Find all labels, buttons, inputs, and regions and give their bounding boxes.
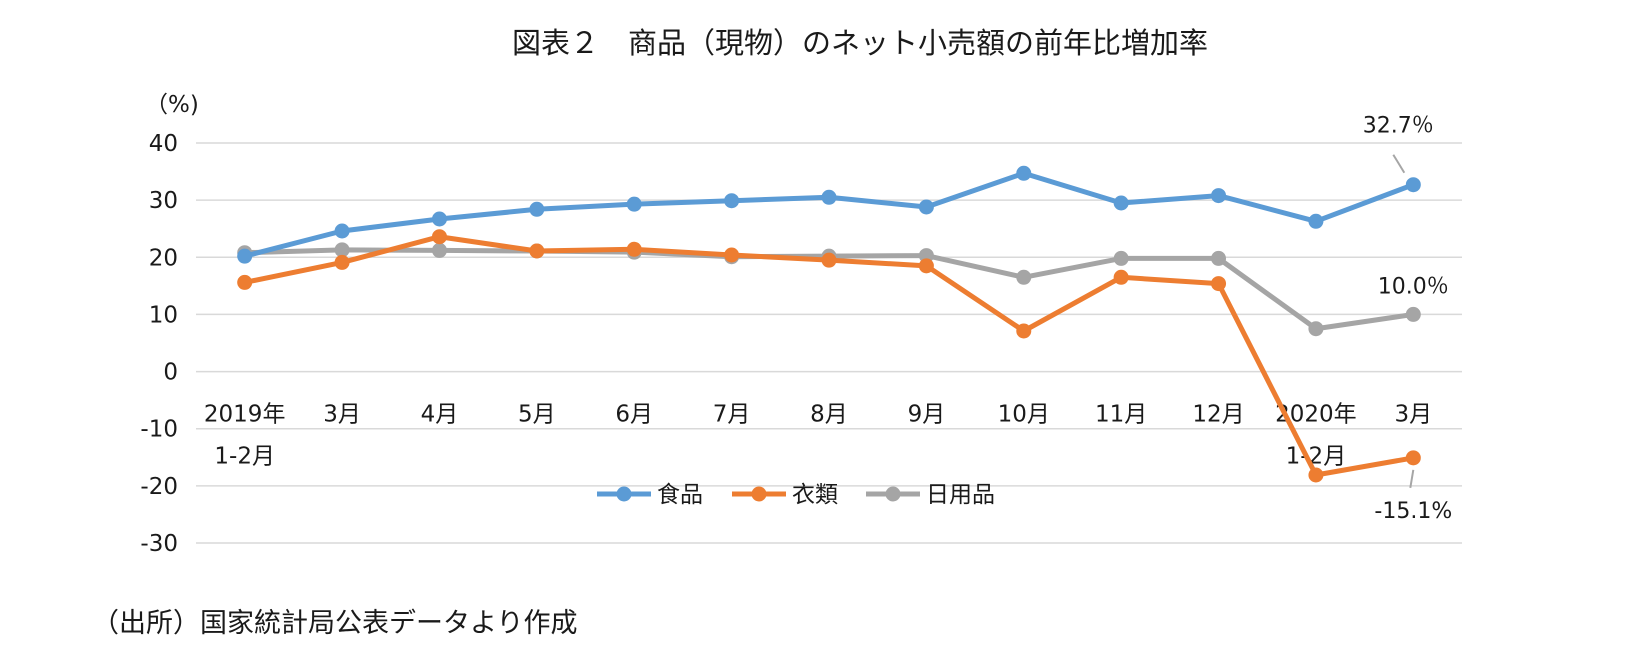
legend-item: 日用品	[866, 482, 995, 508]
data-point	[918, 199, 934, 215]
series-lines	[237, 165, 1421, 483]
data-point	[1211, 250, 1227, 266]
legend-item: 食品	[597, 482, 703, 508]
y-tick-label: 20	[149, 245, 178, 271]
data-point	[918, 258, 934, 274]
legend-label: 日用品	[926, 482, 995, 508]
data-point	[724, 247, 740, 263]
data-point	[237, 274, 253, 290]
series-0	[237, 165, 1421, 264]
x-tick-label-line2: 1-2月	[1286, 444, 1347, 470]
data-point	[1405, 306, 1421, 322]
data-point	[1211, 276, 1227, 292]
y-tick-label: 10	[149, 302, 178, 328]
y-tick-label: -30	[140, 531, 178, 557]
annotation-leader-line	[1409, 469, 1415, 489]
x-tick-label: 11月	[1095, 402, 1147, 428]
series-1	[237, 229, 1421, 483]
chart-title: 図表２ 商品（現物）のネット小売額の前年比増加率	[512, 26, 1208, 60]
x-tick-label: 5月	[518, 402, 556, 428]
y-tick-label: 30	[149, 188, 178, 214]
legend-item: 衣類	[732, 482, 838, 508]
y-tick-label: 0	[163, 360, 178, 386]
legend-label: 食品	[657, 482, 703, 508]
data-point	[1405, 177, 1421, 193]
data-point	[431, 229, 447, 245]
data-point	[431, 242, 447, 258]
data-point	[431, 211, 447, 227]
legend-swatch-marker	[751, 486, 767, 502]
x-tick-label: 4月	[421, 402, 459, 428]
y-tick-label: -10	[140, 417, 178, 443]
source-note: （出所）国家統計局公表データより作成	[92, 608, 577, 639]
data-point	[918, 248, 934, 264]
data-point	[1113, 250, 1129, 266]
annotation-leader-line	[1392, 154, 1406, 174]
y-tick-label: -20	[140, 474, 178, 500]
x-tick-label: 12月	[1192, 402, 1244, 428]
legend-swatch-marker	[616, 486, 632, 502]
data-point	[1016, 323, 1032, 339]
x-tick-label: 2019年	[204, 402, 286, 428]
x-tick-label: 3月	[323, 402, 361, 428]
y-tick-label: 40	[149, 131, 178, 157]
x-tick-label: 6月	[615, 402, 653, 428]
data-point	[334, 254, 350, 270]
data-point	[1308, 321, 1324, 337]
legend-label: 衣類	[792, 482, 838, 508]
x-tick-label-line2: 1-2月	[214, 444, 275, 470]
data-point	[1016, 269, 1032, 285]
data-label: 32.7％	[1363, 114, 1434, 139]
data-point	[1308, 213, 1324, 229]
data-point	[1211, 188, 1227, 204]
legend-swatch-marker	[885, 486, 901, 502]
data-point	[334, 223, 350, 239]
data-point	[724, 193, 740, 209]
data-point	[1405, 450, 1421, 466]
x-tick-label: 7月	[713, 402, 751, 428]
data-label: 10.0％	[1378, 274, 1449, 299]
data-point	[626, 196, 642, 212]
data-point	[1016, 165, 1032, 181]
data-point	[334, 242, 350, 258]
x-tick-label: 9月	[908, 402, 946, 428]
data-annotations: 32.7％ 10.0％ -15.1%	[1363, 114, 1452, 524]
data-point	[1113, 195, 1129, 211]
y-axis-tick-labels: 40 30 20 10 0 -10 -20 -30	[140, 131, 178, 557]
x-tick-label: 8月	[810, 402, 848, 428]
data-point	[1308, 467, 1324, 483]
data-point	[529, 201, 545, 217]
data-point	[529, 243, 545, 259]
y-axis-unit-label: （%)	[145, 92, 199, 118]
data-point	[821, 189, 837, 205]
data-point	[237, 248, 253, 264]
legend: 食品 衣類 日用品	[597, 482, 995, 508]
data-point	[626, 241, 642, 257]
data-point	[821, 252, 837, 268]
x-tick-label: 10月	[998, 402, 1050, 428]
data-label: -15.1%	[1374, 499, 1452, 524]
x-tick-label: 3月	[1394, 402, 1432, 428]
data-point	[1113, 269, 1129, 285]
